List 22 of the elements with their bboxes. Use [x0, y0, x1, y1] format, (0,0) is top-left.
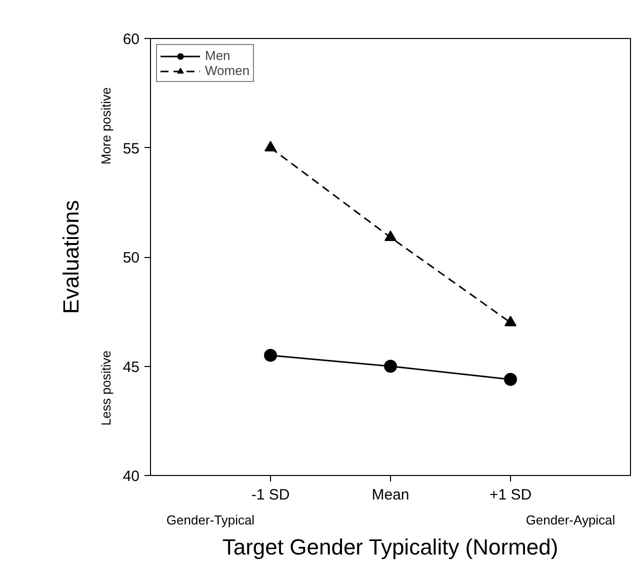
- x-tick-label: +1 SD: [489, 486, 532, 504]
- point: [384, 230, 396, 242]
- x-tick-label: -1 SD: [251, 486, 290, 504]
- text: Less positive: [98, 350, 114, 426]
- point: [384, 360, 397, 373]
- text: More positive: [98, 87, 114, 165]
- legend-label: Women: [205, 63, 250, 78]
- x-axis-title: Target Gender Typicality (Normed): [222, 534, 558, 560]
- point: [264, 140, 276, 152]
- y-tick-label: 50: [122, 250, 140, 266]
- point: [504, 316, 516, 326]
- legend-label: Men: [205, 48, 230, 63]
- y-tick-label: 60: [122, 31, 140, 48]
- point: [504, 372, 517, 386]
- point: [264, 348, 277, 362]
- text: Gender-Aypical: [526, 512, 616, 528]
- y-axis-title: Evaluations: [58, 200, 84, 314]
- text: Gender-Typical: [166, 512, 255, 528]
- y-tick-label: 55: [122, 140, 140, 158]
- x-tick-label: Mean: [372, 486, 410, 504]
- y-tick-label: 40: [122, 468, 140, 485]
- y-tick-label: 45: [122, 358, 140, 376]
